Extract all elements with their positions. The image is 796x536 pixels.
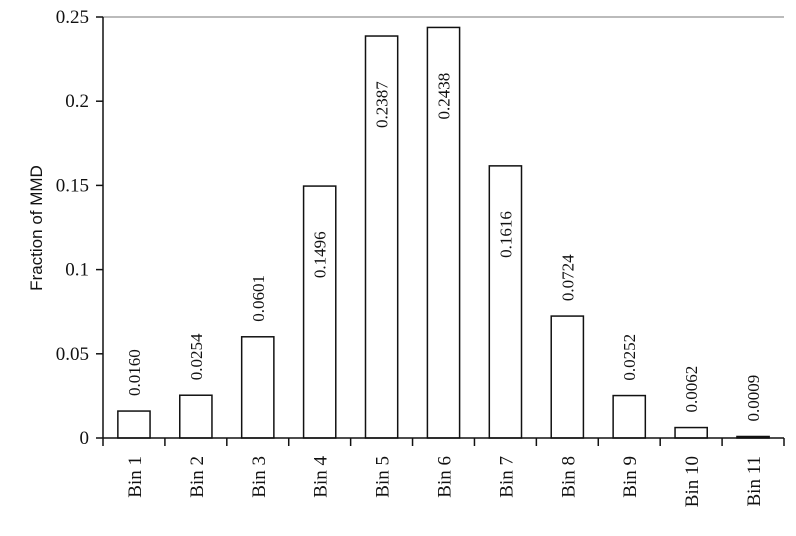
data-label: 0.1616: [496, 211, 515, 258]
bar-bin-2: [179, 394, 213, 439]
labels-layer: 0.0160 Bin 1 0.0254 Bin 2 0.0601 Bin 3 0.1496 B…: [125, 73, 765, 508]
data-label: 0.2438: [435, 73, 454, 120]
data-label: 0.1496: [311, 231, 330, 278]
axes-layer: [102, 17, 784, 439]
y-tick-label: 0.1: [65, 260, 89, 281]
data-label: 0.2387: [373, 81, 392, 128]
data-label: 0.0724: [558, 254, 577, 301]
bar-bin-5: [364, 35, 399, 439]
data-label: 0.0601: [249, 275, 268, 322]
y-tick-label: 0.2: [65, 91, 89, 112]
bar-bin-8: [550, 315, 585, 439]
data-label: 0.0009: [744, 375, 763, 422]
x-tick-label: Bin 8: [558, 456, 579, 498]
x-tick-label: Bin 1: [125, 456, 146, 498]
data-label: 0.0160: [125, 349, 144, 396]
y-tick-label: 0.25: [56, 7, 89, 28]
bar-bin-6: [426, 26, 461, 439]
x-tick-label: Bin 3: [249, 456, 270, 498]
bars-layer: [117, 26, 770, 439]
x-tick-label: Bin 9: [620, 456, 641, 498]
ticks-layer: 0 0.05 0.1 0.15 0.2 0.25: [56, 7, 785, 449]
y-axis-label-group: Fraction of MMD: [27, 165, 46, 291]
y-axis-label: Fraction of MMD: [27, 165, 46, 291]
y-tick-label: 0: [80, 428, 90, 449]
x-tick-label: Bin 10: [682, 456, 703, 507]
x-tick-label: Bin 11: [744, 456, 765, 507]
x-tick-label: Bin 2: [187, 456, 208, 498]
bar-bin-4: [302, 185, 337, 439]
y-tick-label: 0.05: [56, 344, 89, 365]
data-label: 0.0252: [620, 334, 639, 381]
bar-bin-3: [240, 336, 275, 439]
data-label: 0.0062: [682, 366, 701, 413]
y-tick-label: 0.15: [56, 175, 89, 196]
data-label: 0.0254: [187, 333, 206, 380]
x-tick-label: Bin 6: [435, 456, 456, 498]
bar-bin-7: [488, 165, 523, 439]
bar-bin-10: [674, 426, 708, 439]
x-tick-label: Bin 5: [373, 456, 394, 498]
bar-bin-9: [612, 394, 647, 439]
x-tick-label: Bin 7: [496, 456, 517, 498]
bar-bin-1: [117, 410, 151, 439]
x-tick-label: Bin 4: [311, 456, 332, 498]
